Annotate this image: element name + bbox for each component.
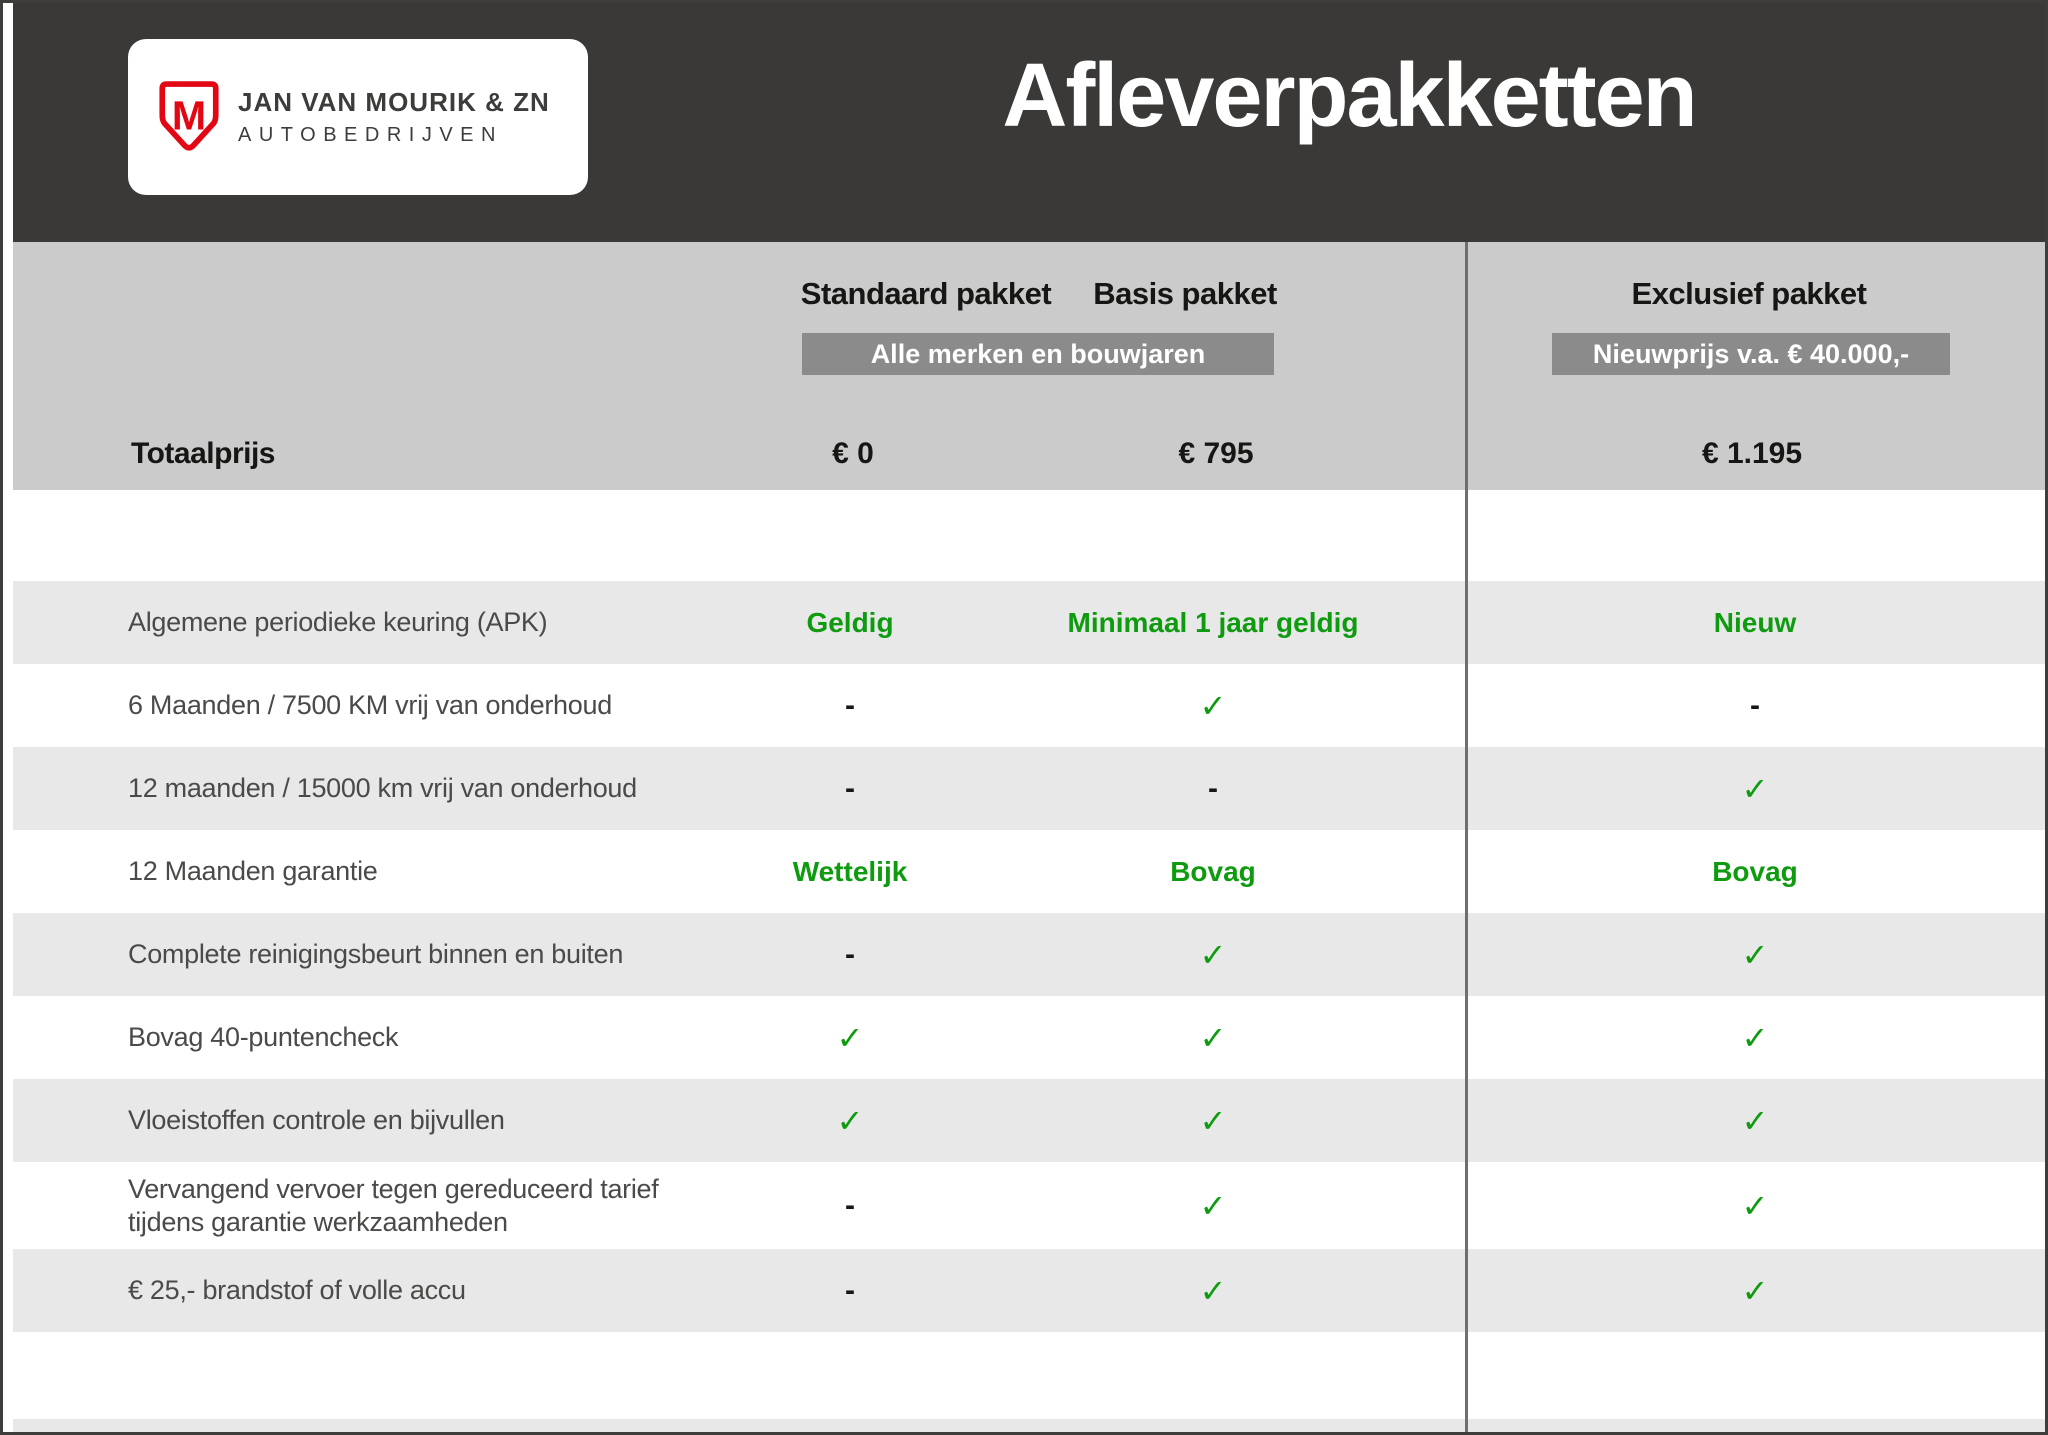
check-icon: ✓ bbox=[1199, 1102, 1227, 1139]
total-price-standaard: € 0 bbox=[832, 437, 874, 470]
total-price-label: Totaalprijs bbox=[131, 437, 275, 470]
total-price-exclusief: € 1.195 bbox=[1701, 437, 1803, 470]
check-icon: ✓ bbox=[1741, 936, 1769, 973]
column-header-exclusief: Exclusief pakket bbox=[1631, 276, 1867, 311]
column-header-standaard: Standaard pakket bbox=[800, 276, 1052, 311]
check-icon: ✓ bbox=[1199, 1019, 1227, 1056]
bottom-strip bbox=[13, 1419, 2045, 1432]
check-icon: ✓ bbox=[1199, 1272, 1227, 1309]
feature-label: Vervangend vervoer tegen gereduceerd tar… bbox=[128, 1173, 659, 1237]
dash-icon: - bbox=[845, 688, 855, 722]
table-row: € 25,- brandstof of volle accu - ✓ ✓ bbox=[13, 1249, 2045, 1332]
check-icon: ✓ bbox=[1199, 1187, 1227, 1224]
check-icon: ✓ bbox=[836, 1019, 864, 1056]
package-header-band: Standaard pakket Basis pakket Exclusief … bbox=[13, 242, 2045, 490]
value-basis: Minimaal 1 jaar geldig bbox=[1067, 606, 1359, 638]
check-icon: ✓ bbox=[1199, 936, 1227, 973]
value-standaard: Geldig bbox=[806, 606, 894, 638]
feature-label: 6 Maanden / 7500 KM vrij van onderhoud bbox=[128, 690, 612, 721]
dash-icon: - bbox=[845, 1188, 855, 1222]
badge-all-brands: Alle merken en bouwjaren bbox=[802, 333, 1274, 375]
check-icon: ✓ bbox=[1741, 770, 1769, 807]
table-row: Vervangend vervoer tegen gereduceerd tar… bbox=[13, 1162, 2045, 1249]
feature-label: Complete reinigingsbeurt binnen en buite… bbox=[128, 939, 624, 970]
check-icon: ✓ bbox=[836, 1102, 864, 1139]
table-row: 6 Maanden / 7500 KM vrij van onderhoud -… bbox=[13, 664, 2045, 747]
check-icon: ✓ bbox=[1741, 1187, 1769, 1224]
column-header-basis: Basis pakket bbox=[1093, 276, 1277, 311]
check-icon: ✓ bbox=[1741, 1102, 1769, 1139]
value-exclusief: Bovag bbox=[1712, 855, 1798, 887]
dash-icon: - bbox=[845, 771, 855, 805]
table-row: Complete reinigingsbeurt binnen en buite… bbox=[13, 913, 2045, 996]
dash-icon: - bbox=[845, 1273, 855, 1307]
total-price-basis: € 795 bbox=[1178, 437, 1254, 470]
table-row: Vloeistoffen controle en bijvullen ✓ ✓ ✓ bbox=[13, 1079, 2045, 1162]
logo-card: M JAN VAN MOURIK & ZN AUTOBEDRIJVEN bbox=[128, 39, 588, 195]
check-icon: ✓ bbox=[1741, 1272, 1769, 1309]
logo-company-name: JAN VAN MOURIK & ZN bbox=[238, 87, 550, 117]
value-basis: Bovag bbox=[1170, 855, 1256, 887]
table-row: 12 Maanden garantie Wettelijk Bovag Bova… bbox=[13, 830, 2045, 913]
top-header: M JAN VAN MOURIK & ZN AUTOBEDRIJVEN Afle… bbox=[13, 3, 2045, 242]
value-exclusief: Nieuw bbox=[1713, 606, 1797, 638]
page-title: Afleverpakketten bbox=[1002, 46, 1697, 146]
logo-monogram: M bbox=[172, 92, 206, 138]
feature-label: € 25,- brandstof of volle accu bbox=[128, 1275, 466, 1306]
feature-label: 12 maanden / 15000 km vrij van onderhoud bbox=[128, 773, 637, 804]
check-icon: ✓ bbox=[1199, 687, 1227, 724]
feature-label: Vloeistoffen controle en bijvullen bbox=[128, 1105, 505, 1136]
table-row: Algemene periodieke keuring (APK) Geldig… bbox=[13, 581, 2045, 664]
feature-label: Bovag 40-puntencheck bbox=[128, 1022, 399, 1053]
value-standaard: Wettelijk bbox=[792, 855, 908, 887]
dash-icon: - bbox=[1750, 688, 1760, 722]
badge-new-price: Nieuwprijs v.a. € 40.000,- bbox=[1552, 333, 1950, 375]
check-icon: ✓ bbox=[1741, 1019, 1769, 1056]
feature-label: 12 Maanden garantie bbox=[128, 856, 378, 887]
table-row: 12 maanden / 15000 km vrij van onderhoud… bbox=[13, 747, 2045, 830]
logo-text: JAN VAN MOURIK & ZN AUTOBEDRIJVEN bbox=[238, 87, 550, 147]
feature-label: Algemene periodieke keuring (APK) bbox=[128, 607, 548, 638]
logo-shield-icon: M bbox=[159, 81, 219, 151]
table-row: Bovag 40-puntencheck ✓ ✓ ✓ bbox=[13, 996, 2045, 1079]
dash-icon: - bbox=[1208, 771, 1218, 805]
divider-line bbox=[1465, 242, 1468, 1432]
dash-icon: - bbox=[845, 937, 855, 971]
feature-rows: Algemene periodieke keuring (APK) Geldig… bbox=[13, 581, 2045, 1332]
logo-subtitle: AUTOBEDRIJVEN bbox=[238, 124, 503, 146]
